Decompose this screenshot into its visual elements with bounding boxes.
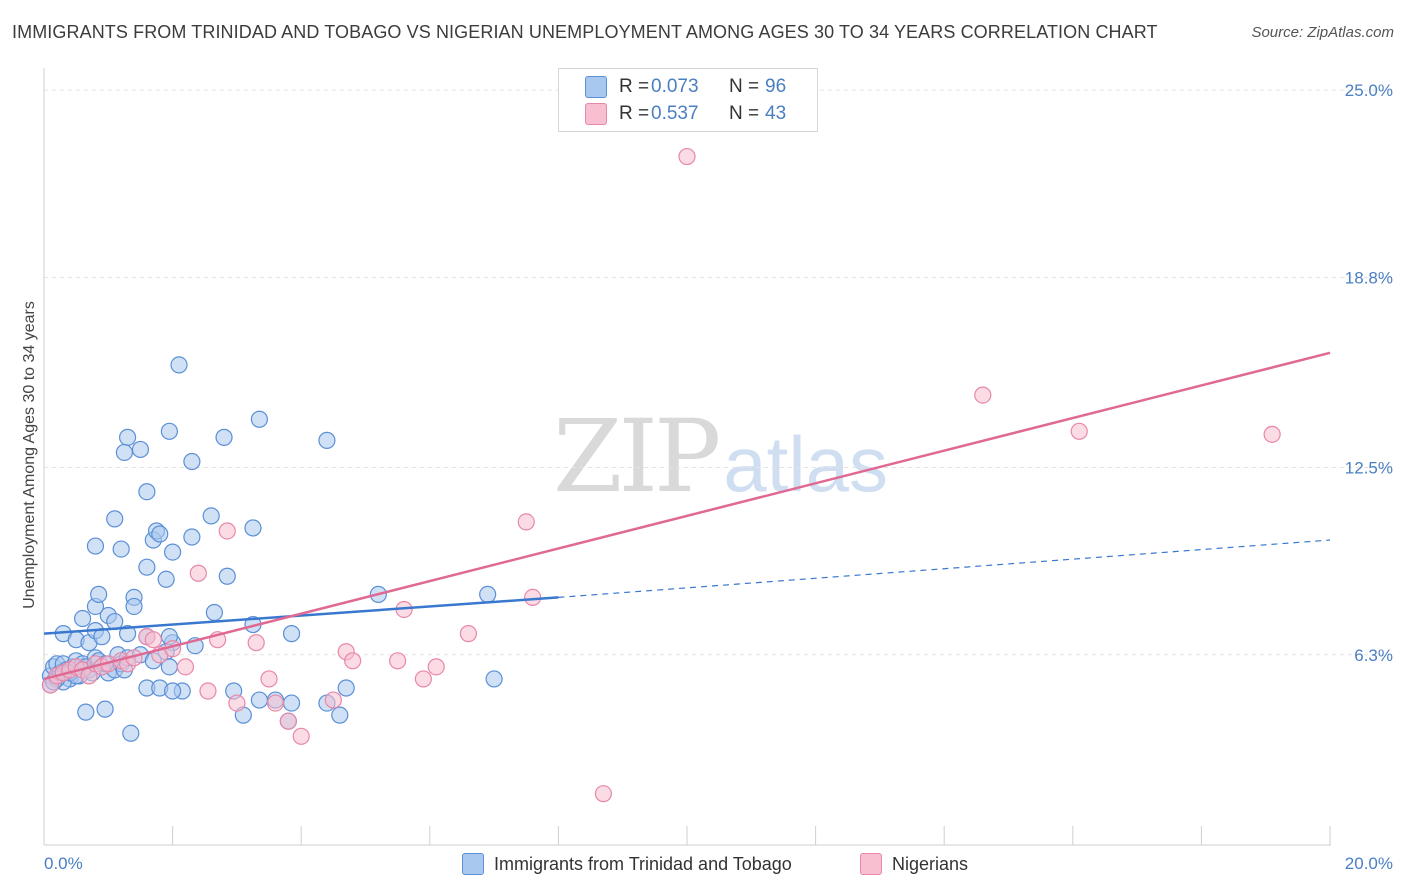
- bottom-legend-swatch-pink: [860, 853, 882, 875]
- source-label: Source: ZipAtlas.com: [1251, 24, 1394, 41]
- y-tick-label: 6.3%: [1354, 646, 1393, 665]
- point-immigrants: [138, 558, 156, 576]
- point-immigrants: [485, 670, 503, 688]
- point-nigerians: [974, 386, 992, 404]
- point-immigrants: [205, 603, 223, 622]
- point-immigrants: [244, 519, 262, 537]
- point-immigrants: [337, 679, 355, 697]
- point-immigrants: [122, 724, 140, 742]
- y-axis-label: Unemployment Among Ages 30 to 34 years: [21, 301, 38, 609]
- legend-r-value: 0.537: [651, 103, 699, 124]
- legend-n-value: 43: [765, 103, 787, 124]
- point-nigerians: [218, 522, 236, 540]
- y-tick-label: 25.0%: [1345, 81, 1393, 100]
- point-nigerians: [427, 658, 445, 676]
- point-immigrants: [90, 585, 108, 603]
- point-nigerians: [292, 727, 310, 745]
- point-nigerians: [344, 652, 362, 670]
- point-immigrants: [170, 356, 188, 374]
- point-immigrants: [282, 694, 301, 712]
- point-immigrants: [106, 510, 124, 528]
- correlation-legend: R = 0.073 N = 96 R = 0.537 N = 43: [558, 68, 818, 132]
- point-immigrants: [164, 682, 182, 700]
- point-nigerians: [260, 670, 278, 688]
- point-nigerians: [279, 712, 297, 730]
- y-tick-label: 18.8%: [1345, 268, 1393, 287]
- trendline-nigerians: [43, 351, 1331, 681]
- watermark-zip: ZIP: [553, 398, 721, 515]
- y-tick-label: 12.5%: [1345, 459, 1393, 478]
- point-immigrants: [164, 543, 182, 561]
- point-nigerians: [459, 625, 477, 643]
- point-nigerians: [266, 694, 285, 712]
- point-immigrants: [151, 525, 169, 543]
- point-immigrants: [125, 597, 143, 616]
- bottom-legend-label: Immigrants from Trinidad and Tobago: [494, 853, 792, 874]
- x-tick-label: 0.0%: [44, 854, 83, 873]
- legend-r-label: R =: [619, 103, 650, 124]
- point-immigrants: [479, 585, 497, 603]
- point-nigerians: [247, 634, 265, 652]
- point-immigrants: [218, 567, 236, 585]
- legend-swatch-blue: [585, 76, 607, 98]
- point-immigrants: [250, 410, 269, 428]
- bottom-legend-item-immigrants: Immigrants from Trinidad and Tobago: [462, 852, 792, 876]
- point-nigerians: [594, 785, 613, 803]
- point-immigrants: [202, 507, 220, 525]
- point-nigerians: [678, 147, 696, 166]
- point-nigerians: [144, 631, 162, 649]
- bottom-legend-swatch-blue: [462, 853, 484, 875]
- point-immigrants: [331, 706, 349, 724]
- point-immigrants: [157, 570, 175, 588]
- point-nigerians: [228, 694, 246, 712]
- chart-title: IMMIGRANTS FROM TRINIDAD AND TOBAGO VS N…: [12, 22, 1158, 42]
- watermark-atlas: atlas: [723, 420, 889, 508]
- point-immigrants: [282, 625, 301, 643]
- point-immigrants: [112, 540, 130, 558]
- point-nigerians: [189, 564, 207, 582]
- bottom-legend-label: Nigerians: [892, 853, 969, 874]
- point-immigrants: [115, 443, 133, 462]
- legend-n-label: N =: [729, 76, 760, 97]
- legend-n-label: N =: [729, 103, 760, 124]
- point-nigerians: [389, 652, 407, 670]
- bottom-legend-item-nigerians: Nigerians: [860, 852, 968, 876]
- point-nigerians: [1263, 425, 1281, 443]
- point-immigrants: [131, 440, 150, 459]
- point-immigrants: [118, 428, 137, 446]
- x-tick-label: 20.0%: [1345, 854, 1393, 873]
- legend-r-label: R =: [619, 76, 650, 97]
- legend-n-value: 96: [765, 76, 787, 97]
- point-immigrants: [183, 452, 201, 471]
- point-immigrants: [96, 700, 114, 718]
- point-immigrants: [118, 625, 137, 643]
- point-nigerians: [517, 513, 535, 531]
- point-immigrants: [138, 483, 156, 501]
- trendline-immigrants: [43, 596, 559, 635]
- point-immigrants: [73, 609, 92, 628]
- point-nigerians: [176, 658, 195, 676]
- point-nigerians: [524, 588, 542, 606]
- watermark: ZIPatlas: [553, 398, 888, 515]
- trendline-immigrants-extension: [558, 539, 1331, 598]
- point-immigrants: [215, 428, 233, 446]
- point-nigerians: [199, 682, 217, 700]
- point-nigerians: [1070, 422, 1088, 440]
- legend-swatch-pink: [585, 103, 607, 125]
- point-immigrants: [160, 422, 178, 440]
- point-nigerians: [324, 691, 342, 709]
- point-immigrants: [183, 528, 201, 546]
- legend-r-value: 0.073: [651, 76, 699, 97]
- point-immigrants: [318, 431, 336, 449]
- point-immigrants: [86, 537, 105, 555]
- point-nigerians: [414, 670, 432, 688]
- point-immigrants: [250, 691, 269, 709]
- point-immigrants: [77, 703, 95, 721]
